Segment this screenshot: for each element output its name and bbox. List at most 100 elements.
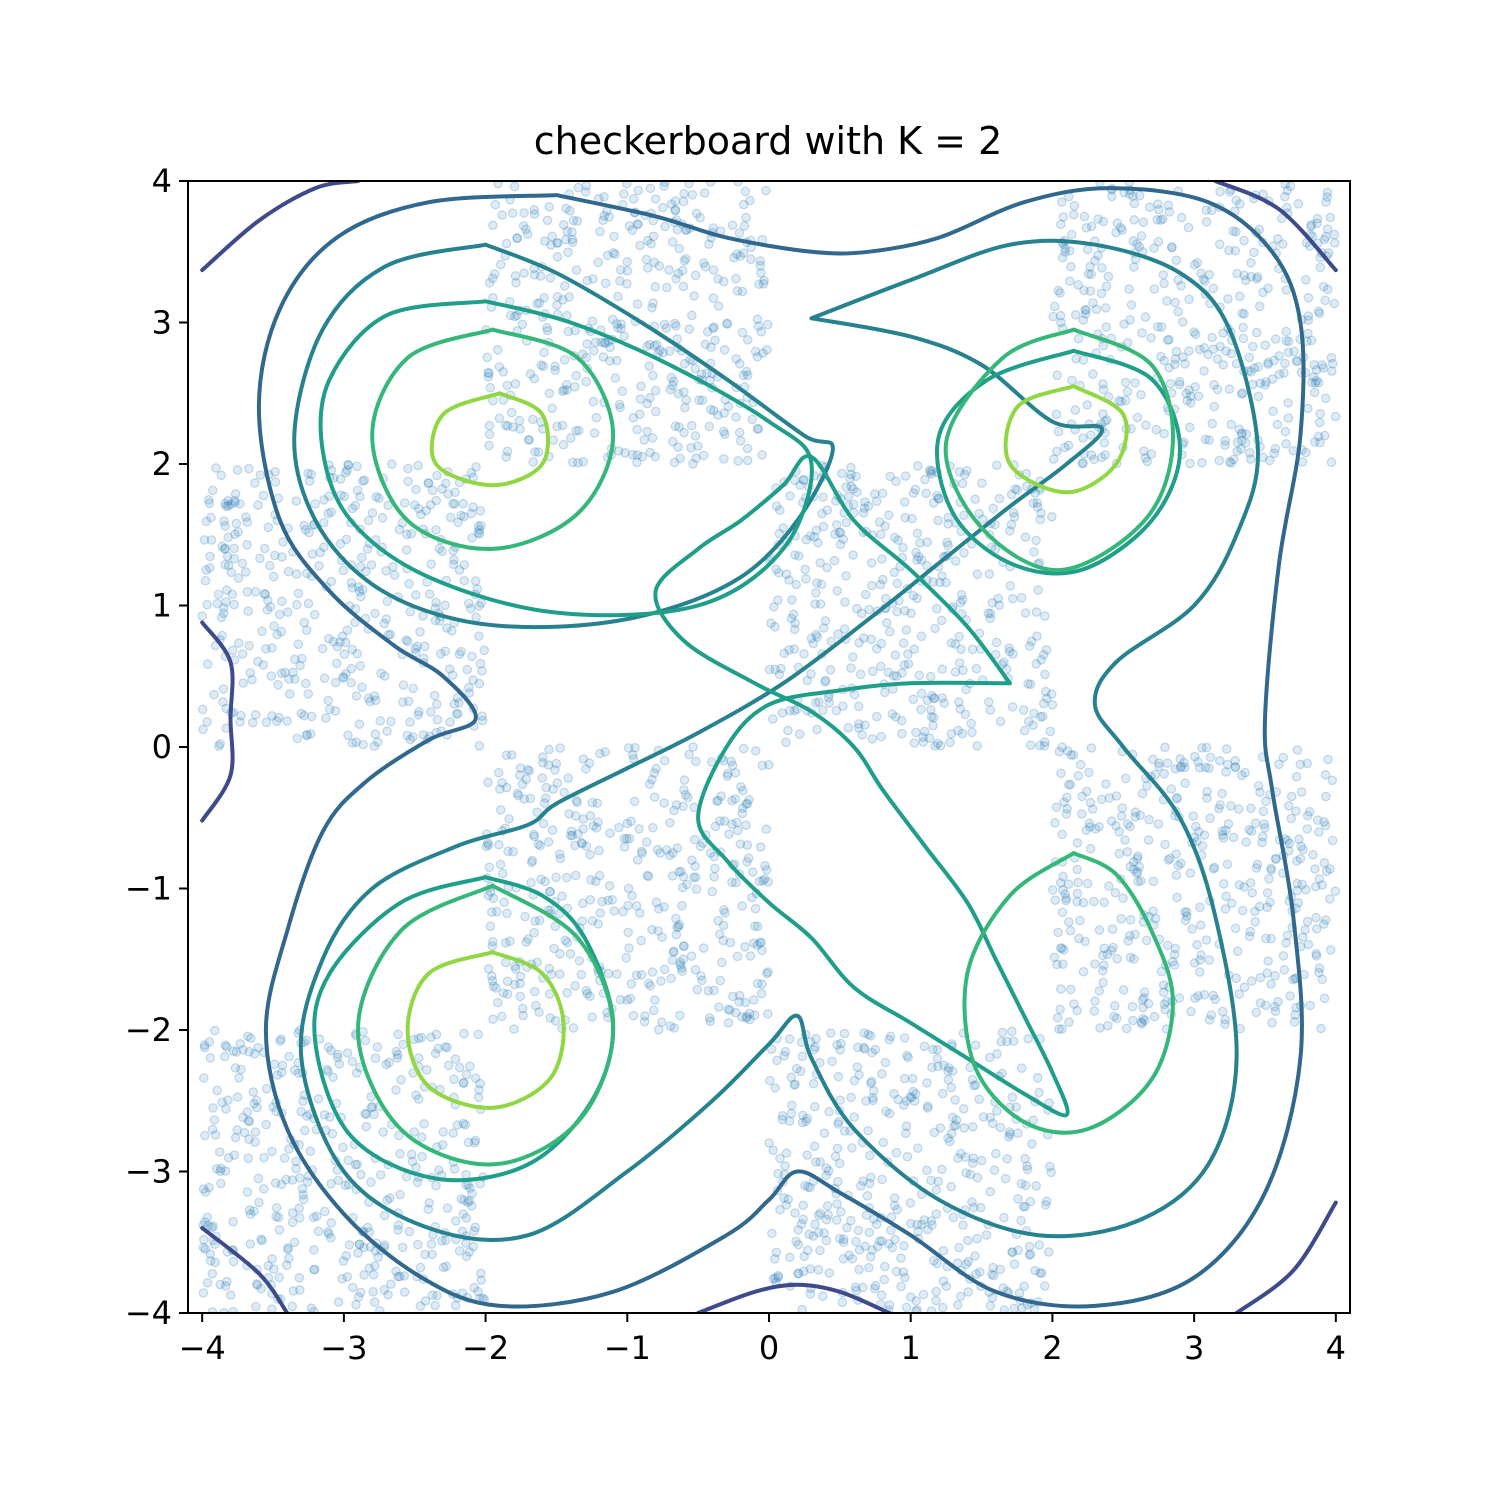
- scatter-point: [846, 462, 856, 473]
- scatter-point: [533, 447, 544, 457]
- scatter-point: [519, 208, 529, 218]
- scatter-point: [287, 1175, 298, 1185]
- scatter-point: [406, 528, 417, 539]
- scatter-point: [578, 456, 589, 467]
- scatter-point: [661, 845, 672, 855]
- scatter-point: [1246, 976, 1257, 986]
- scatter-point: [899, 1241, 909, 1251]
- scatter-point: [958, 1220, 968, 1230]
- scatter-point: [412, 641, 422, 652]
- scatter-point: [720, 429, 730, 440]
- scatter-point: [1266, 863, 1276, 874]
- scatter-point: [867, 733, 878, 744]
- scatter-point: [313, 1094, 324, 1104]
- scatter-point: [1254, 301, 1265, 312]
- scatter-point: [854, 1245, 865, 1255]
- scatter-point: [1150, 769, 1161, 780]
- scatter-point: [474, 529, 485, 539]
- scatter-point: [1114, 848, 1125, 859]
- scatter-point: [715, 975, 726, 986]
- scatter-point: [770, 664, 780, 675]
- scatter-point: [423, 478, 434, 488]
- scatter-point: [672, 224, 683, 235]
- scatter-point: [470, 1222, 481, 1233]
- scatter-point: [298, 1096, 308, 1106]
- scatter-point: [1072, 1005, 1082, 1016]
- scatter-point: [1120, 395, 1131, 406]
- scatter-point: [259, 543, 270, 554]
- scatter-point: [488, 981, 499, 991]
- scatter-point: [369, 1297, 380, 1307]
- scatter-point: [1199, 830, 1210, 840]
- scatter-point: [709, 322, 719, 332]
- scatter-point: [794, 729, 805, 739]
- scatter-point: [1170, 359, 1180, 370]
- scatter-point: [1040, 1281, 1050, 1291]
- scatter-point: [963, 1287, 974, 1297]
- scatter-point: [1226, 419, 1237, 430]
- scatter-point: [1110, 1000, 1120, 1011]
- scatter-point: [613, 291, 623, 302]
- scatter-point: [1274, 759, 1284, 770]
- scatter-point: [218, 602, 229, 613]
- scatter-point: [996, 1036, 1006, 1047]
- scatter-point: [651, 763, 661, 774]
- scatter-point: [1303, 328, 1313, 339]
- scatter-point: [824, 1268, 835, 1278]
- scatter-point: [815, 557, 825, 568]
- scatter-point: [359, 475, 370, 485]
- scatter-point: [277, 1060, 288, 1071]
- scatter-point: [823, 692, 834, 703]
- scatter-point: [1248, 341, 1258, 352]
- scatter-point: [673, 388, 684, 399]
- scatter-point: [198, 1242, 209, 1253]
- scatter-point: [362, 544, 373, 554]
- scatter-point: [202, 599, 212, 610]
- scatter-point: [1239, 270, 1249, 281]
- scatter-point: [544, 886, 555, 897]
- scatter-point: [318, 542, 329, 552]
- scatter-point: [926, 711, 937, 722]
- scatter-point: [431, 525, 441, 535]
- scatter-point: [1201, 935, 1212, 945]
- scatter-point: [577, 898, 588, 909]
- scatter-point: [570, 980, 580, 991]
- scatter-point: [352, 461, 362, 472]
- scatter-point: [1204, 269, 1215, 280]
- scatter-point: [1241, 429, 1251, 439]
- scatter-point: [1078, 433, 1088, 443]
- scatter-point: [1189, 958, 1200, 968]
- scatter-point: [223, 560, 234, 571]
- scatter-point: [614, 276, 625, 286]
- scatter-point: [555, 969, 565, 979]
- scatter-point: [911, 547, 921, 558]
- scatter-point: [469, 1226, 479, 1236]
- scatter-point: [832, 1143, 843, 1154]
- scatter-point: [1234, 291, 1245, 302]
- scatter-point: [818, 521, 829, 532]
- scatter-point: [666, 973, 676, 984]
- scatter-point: [642, 870, 652, 881]
- scatter-point: [1101, 322, 1112, 332]
- scatter-point: [1228, 226, 1238, 236]
- scatter-point: [595, 226, 605, 237]
- scatter-point: [250, 1137, 260, 1147]
- scatter-point: [922, 1078, 932, 1088]
- scatter-point: [874, 517, 885, 527]
- x-tick-label: −4: [179, 1329, 226, 1367]
- scatter-point: [508, 422, 518, 432]
- scatter-point: [228, 1216, 238, 1227]
- scatter-point: [1132, 853, 1143, 864]
- scatter-point: [1204, 435, 1214, 445]
- scatter-point: [838, 701, 848, 711]
- scatter-point: [1311, 881, 1321, 892]
- scatter-point: [675, 957, 686, 968]
- scatter-point: [1129, 262, 1139, 272]
- scatter-point: [1212, 354, 1223, 364]
- scatter-point: [1230, 923, 1241, 934]
- scatter-point: [790, 1208, 800, 1218]
- scatter-point: [244, 1116, 255, 1127]
- scatter-point: [309, 609, 320, 620]
- scatter-point: [1070, 405, 1081, 415]
- scatter-point: [555, 853, 566, 864]
